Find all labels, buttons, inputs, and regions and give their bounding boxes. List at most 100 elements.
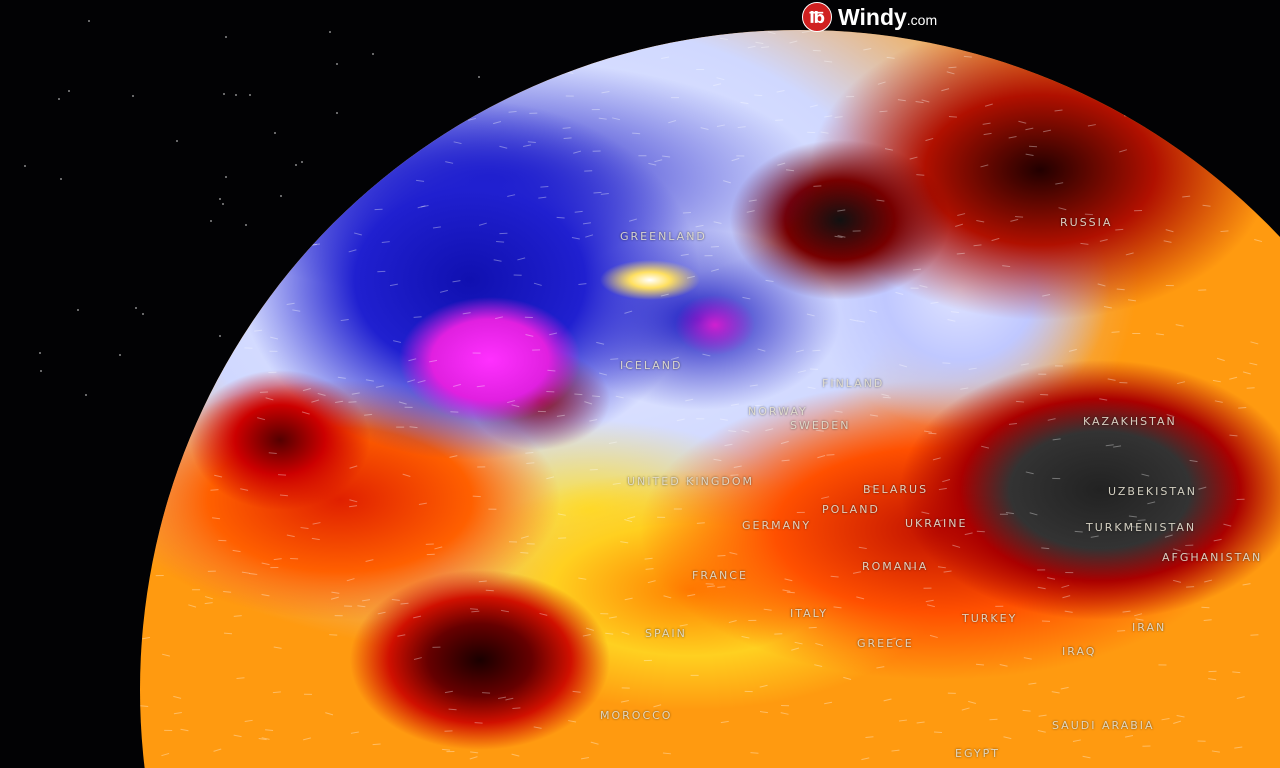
wind-streak [173, 695, 182, 699]
wind-streak [161, 752, 170, 757]
wind-streak [858, 546, 867, 550]
wind-streak [1155, 333, 1164, 336]
wind-particles [140, 30, 1263, 761]
wind-streak [932, 457, 941, 461]
wind-streak [775, 119, 784, 121]
wind-streak [1163, 240, 1172, 243]
wind-streak [381, 241, 390, 244]
wind-streak [517, 257, 526, 261]
star [225, 175, 228, 178]
wind-streak [908, 566, 917, 569]
wind-streak [877, 81, 886, 85]
wind-streak [574, 210, 583, 213]
wind-streak [478, 580, 487, 583]
wind-streak [1117, 630, 1126, 632]
wind-streak [1214, 400, 1223, 403]
wind-streak [148, 41, 157, 44]
wind-streak [511, 404, 520, 408]
wind-streak [624, 519, 633, 523]
wind-streak [1135, 618, 1144, 621]
wind-streak [590, 741, 599, 745]
wind-streak [476, 385, 485, 388]
wind-streak [1054, 109, 1063, 112]
wind-streak [1052, 438, 1061, 441]
wind-streak [389, 283, 398, 287]
wind-streak [700, 127, 709, 130]
wind-streak [821, 496, 830, 500]
wind-streak [1107, 378, 1116, 381]
wind-streak [179, 311, 188, 315]
wind-streak [557, 513, 566, 516]
wind-streak [676, 418, 685, 422]
wind-streak [1047, 577, 1056, 580]
wind-streak [420, 204, 429, 208]
wind-streak [533, 282, 542, 286]
wind-streak [600, 193, 609, 195]
wind-streak [1062, 595, 1071, 599]
wind-streak [999, 663, 1008, 667]
wind-streak [601, 90, 610, 94]
wind-streak [1246, 387, 1255, 389]
wind-streak [1028, 41, 1037, 44]
wind-streak [837, 209, 846, 212]
wind-streak [876, 666, 885, 669]
wind-streak [317, 392, 326, 396]
wind-streak [154, 206, 163, 210]
wind-streak [1055, 182, 1064, 185]
wind-streak [377, 611, 386, 615]
wind-streak [670, 356, 679, 361]
wind-streak [143, 378, 152, 381]
wind-streak [390, 77, 399, 81]
wind-streak [1103, 306, 1112, 309]
wind-streak [933, 731, 943, 734]
wind-streak [188, 604, 197, 608]
country-label: KAZAKHSTAN [1083, 415, 1177, 428]
wind-streak [402, 473, 411, 477]
wind-streak [1018, 120, 1027, 124]
wind-streak [471, 610, 480, 613]
wind-streak [496, 241, 505, 243]
star [68, 89, 70, 92]
wind-streak [1068, 348, 1077, 352]
wind-streak [741, 429, 750, 433]
wind-streak [1223, 523, 1232, 527]
wind-streak [512, 707, 521, 709]
wind-streak [866, 485, 875, 488]
wind-streak [1156, 80, 1165, 83]
wind-streak [357, 605, 366, 608]
windy-logo[interactable]: ℔ Windy.com [802, 2, 937, 32]
wind-streak [781, 459, 790, 462]
wind-streak [453, 109, 462, 113]
wind-streak [525, 334, 534, 337]
wind-streak [654, 159, 663, 163]
wind-streak [1242, 583, 1251, 586]
weather-globe-map[interactable] [140, 30, 1280, 768]
wind-streak [418, 502, 427, 505]
wind-streak [279, 494, 288, 497]
wind-streak [916, 721, 925, 724]
wind-streak [140, 483, 149, 487]
wind-streak [582, 634, 591, 637]
wind-streak [393, 340, 402, 343]
wind-streak [809, 104, 818, 108]
wind-streak [1082, 755, 1091, 759]
wind-streak [891, 749, 900, 752]
wind-streak [976, 220, 985, 223]
wind-streak [472, 495, 481, 498]
wind-streak [174, 112, 183, 115]
wind-streak [582, 222, 592, 225]
wind-streak [198, 365, 207, 369]
wind-streak [759, 711, 768, 714]
wind-streak [231, 132, 240, 136]
star [221, 202, 224, 205]
wind-streak [815, 429, 824, 432]
wind-streak [1167, 49, 1176, 52]
wind-streak [817, 455, 826, 459]
wind-streak [720, 720, 729, 724]
wind-streak [661, 56, 670, 59]
wind-streak [578, 577, 587, 580]
wind-streak [173, 711, 182, 715]
wind-streak [660, 293, 669, 297]
wind-streak [563, 137, 572, 140]
wind-streak [375, 385, 384, 388]
